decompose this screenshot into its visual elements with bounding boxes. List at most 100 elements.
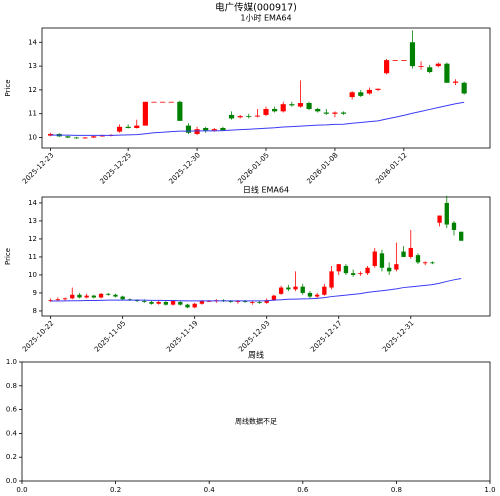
chart-title: 1小时 EMA64 (240, 13, 291, 23)
candle-body (206, 301, 212, 302)
candle-body (65, 136, 71, 138)
x-tick-label: 0.2 (110, 486, 121, 494)
candle-body (254, 115, 260, 117)
candle-body (300, 286, 305, 293)
candle-body (106, 293, 111, 295)
plot-frame (21, 361, 491, 482)
candle-body (340, 112, 347, 114)
candle-body (343, 265, 349, 274)
candle-body (228, 114, 235, 119)
y-tick-label: 0.4 (6, 429, 18, 437)
candle-body (365, 267, 370, 274)
figure-title: 电广传媒(000917) (215, 2, 297, 14)
y-tick-label: 11 (28, 110, 37, 118)
y-axis-label: Price (4, 248, 12, 265)
y-tick-label: 1.0 (6, 358, 17, 366)
candle-body (203, 128, 209, 131)
candle-body (350, 273, 356, 275)
candle-body (70, 294, 75, 299)
candle-body (242, 301, 248, 302)
chart-title: 日线 EMA64 (243, 185, 289, 195)
y-tick-label: 8 (33, 307, 37, 315)
candle-body (289, 104, 295, 106)
y-axis-label: Price (4, 79, 12, 96)
ema-line (50, 278, 462, 302)
candle-body (409, 42, 416, 67)
candle-body (257, 301, 262, 303)
y-tick-label: 0.6 (6, 406, 18, 414)
candle-body (178, 301, 183, 305)
candle-body (384, 60, 390, 74)
candle-body (435, 63, 441, 67)
candle-body (77, 294, 82, 298)
candle-body (358, 92, 364, 96)
candle-body (366, 89, 372, 94)
candle-body (263, 108, 269, 115)
candle-body (156, 301, 161, 304)
candle-body (134, 125, 140, 128)
candle-body (170, 301, 176, 305)
candle-body (149, 301, 154, 304)
candle-body (116, 126, 123, 132)
candle-body (415, 255, 421, 263)
candle-body (48, 133, 54, 136)
candle-body (250, 301, 255, 303)
candle-body (401, 251, 406, 257)
candle-body (278, 287, 284, 294)
candle-body (228, 301, 233, 302)
candle-body (177, 101, 183, 121)
candle-body (322, 286, 327, 295)
candle-body (358, 273, 363, 275)
candle-body (286, 287, 291, 290)
candle-body (163, 301, 169, 305)
candle-body (307, 292, 313, 297)
candle-body (73, 137, 80, 139)
y-tick-label: 0.8 (6, 382, 17, 390)
y-tick-label: 10 (28, 134, 37, 142)
candle-body (246, 116, 252, 117)
y-tick-label: 0.0 (6, 477, 17, 485)
candle-body (336, 264, 341, 272)
y-tick-label: 13 (28, 62, 37, 70)
candle-body (323, 112, 329, 114)
candle-body (199, 301, 205, 304)
y-tick-label: 10 (28, 271, 37, 279)
candle-body (99, 135, 105, 137)
x-tick-label: 0.6 (297, 486, 309, 494)
candle-body (329, 271, 334, 288)
candle-body (332, 112, 338, 114)
candle-body (379, 253, 385, 268)
candle-body (98, 293, 104, 298)
y-tick-label: 13 (28, 217, 37, 225)
candle-body (142, 301, 147, 302)
y-tick-label: 12 (28, 235, 37, 243)
candle-body (444, 202, 449, 225)
candle-body (387, 267, 392, 272)
candle-body (459, 231, 464, 241)
y-tick-label: 14 (28, 199, 37, 207)
candle-body (392, 60, 398, 61)
candle-body (160, 101, 166, 103)
y-tick-label: 12 (28, 86, 37, 94)
candle-body (125, 126, 131, 128)
candle-body (82, 137, 88, 139)
candle-body (408, 247, 413, 257)
candle-body (185, 125, 192, 133)
y-tick-label: 11 (28, 253, 37, 261)
candle-body (271, 295, 277, 301)
no-data-message: 周线数据不足 (235, 417, 277, 426)
candle-body (437, 215, 442, 223)
ema-line (50, 101, 465, 136)
candle-body (452, 81, 459, 83)
x-tick-label: 0.4 (204, 486, 216, 494)
candle-body (55, 299, 61, 301)
candle-body (418, 66, 424, 67)
x-tick-label: 0.8 (391, 486, 402, 494)
candle-body (211, 129, 217, 131)
plot-frame (41, 196, 491, 317)
candle-body (192, 303, 197, 308)
candle-body (84, 295, 89, 298)
candle-body (237, 116, 243, 118)
candle-body (293, 286, 298, 290)
